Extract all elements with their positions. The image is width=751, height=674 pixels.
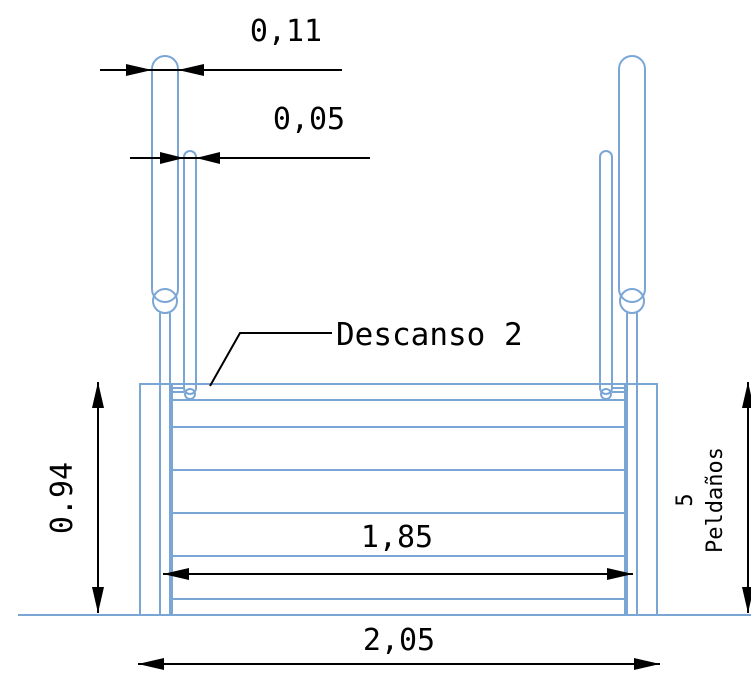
arrow-icon — [634, 658, 660, 670]
steps-count-label: 5 — [673, 493, 698, 506]
steps-word-label: Peldaños — [703, 447, 728, 553]
landing-leader-line — [209, 332, 332, 387]
arrow-icon — [196, 152, 220, 164]
arrow-icon — [742, 587, 751, 613]
left-handrail-joint — [152, 288, 178, 314]
handrail-width-label: 0,11 — [250, 14, 322, 49]
arrow-icon — [178, 64, 204, 76]
arrow-icon — [92, 382, 104, 408]
arrow-icon — [138, 658, 164, 670]
height-label: 0.94 — [45, 462, 80, 534]
left-baluster — [183, 150, 197, 395]
left-handrail — [151, 55, 179, 303]
right-baluster — [599, 150, 613, 395]
stair-geometry — [18, 55, 751, 616]
right-baluster-end — [600, 388, 612, 400]
arrow-icon — [92, 587, 104, 613]
arrow-icon — [607, 568, 633, 580]
arrow-icon — [742, 382, 751, 408]
dimension-annotations: 0,11 0,05 Descanso 2 0.94 1,85 2,05 5 Pe… — [45, 14, 751, 670]
left-baluster-end — [184, 388, 196, 400]
arrow-icon — [126, 64, 152, 76]
arrow-icon — [160, 152, 184, 164]
post-width-label: 0,05 — [273, 102, 345, 137]
outer-width-label: 2,05 — [363, 623, 435, 658]
inner-width-label: 1,85 — [361, 520, 433, 555]
right-handrail-joint — [619, 288, 645, 314]
arrow-icon — [163, 568, 189, 580]
right-handrail — [618, 55, 646, 303]
outer-frame — [139, 383, 658, 616]
landing-label: Descanso 2 — [336, 317, 523, 353]
